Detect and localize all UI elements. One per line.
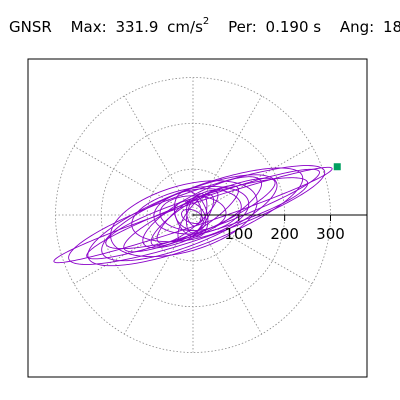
- max-unit-exponent: 2: [202, 16, 210, 27]
- orbit-loop: [150, 185, 239, 247]
- orbit-loop: [159, 195, 227, 232]
- peak-marker-layer: [333, 163, 341, 171]
- orbit-loop: [105, 177, 309, 250]
- plot-frame: [27, 58, 368, 378]
- orbit-loop: [177, 194, 214, 242]
- orbit-trace: [53, 165, 333, 267]
- orbit-loop: [68, 165, 326, 265]
- orbit-loop: [87, 167, 304, 267]
- orbit-loop: [131, 186, 250, 243]
- radial-axis: 100 200 300: [193, 214, 367, 243]
- max-unit: cm/s: [167, 18, 203, 36]
- ang-label: Ang:: [339, 18, 375, 36]
- radial-tick-label: 100: [225, 225, 254, 243]
- radial-tick-label: 300: [316, 225, 345, 243]
- chart-title: GNSR Max: 331.9 cm/s2 Per: 0.190 s Ang: …: [9, 16, 400, 36]
- max-value: 331.9: [115, 18, 159, 36]
- orbit-loop: [142, 176, 262, 249]
- orbit-loop: [174, 200, 207, 232]
- orbit-loop: [173, 190, 209, 238]
- radial-tick-label: 200: [270, 225, 299, 243]
- per-label: Per:: [228, 18, 257, 36]
- peak-marker: [333, 163, 341, 171]
- orbit-loop: [185, 193, 208, 234]
- orbit-loop: [153, 188, 242, 235]
- orbit-loop: [186, 198, 202, 227]
- orbit-loop: [53, 166, 333, 264]
- ang-value: 18.5: [382, 18, 400, 36]
- orbit-loop: [101, 174, 278, 262]
- station-code: GNSR: [9, 18, 52, 36]
- orbit-loop: [123, 177, 276, 253]
- orbit-loop: [181, 208, 204, 224]
- orbit-loop: [110, 180, 258, 258]
- per-value: 0.190 s: [265, 18, 322, 36]
- max-label: Max:: [70, 18, 107, 36]
- orbit-loop: [86, 168, 320, 260]
